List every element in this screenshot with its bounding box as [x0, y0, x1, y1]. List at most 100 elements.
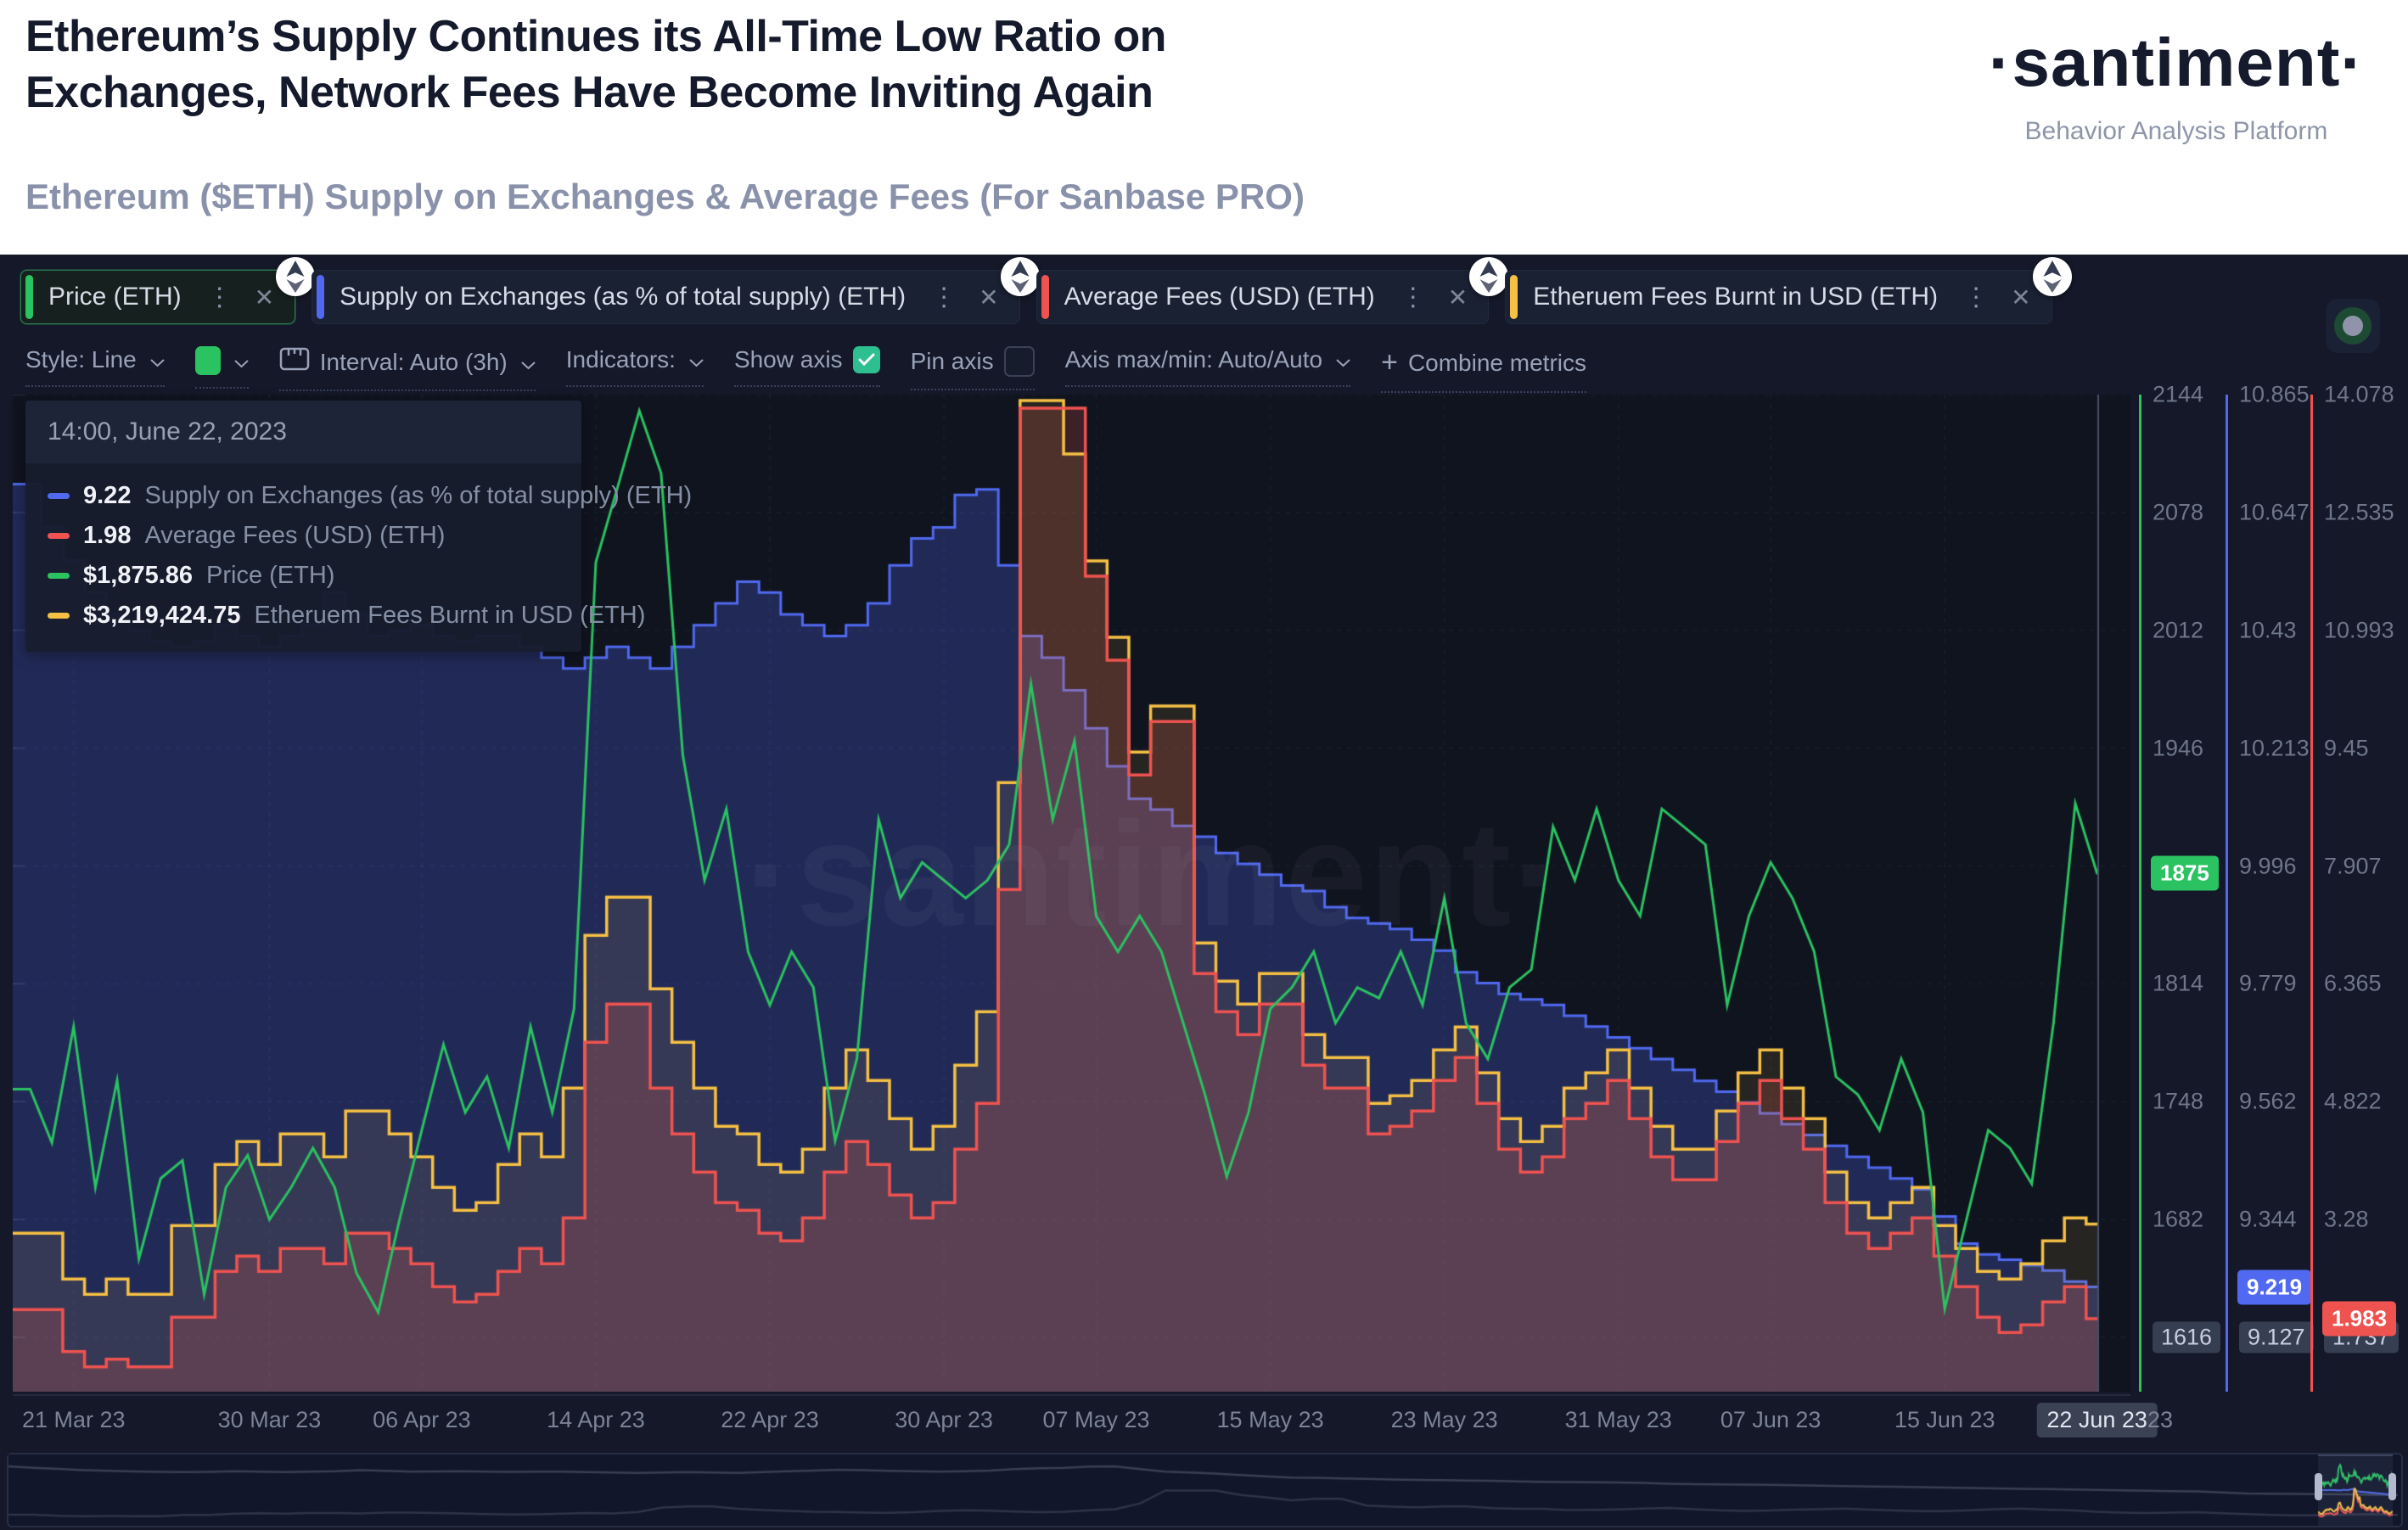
- price-current-value-badge: 1875: [2151, 855, 2219, 891]
- pin-axis-checkbox[interactable]: [1003, 346, 1035, 377]
- page-title: Ethereum’s Supply Continues its All-Time…: [25, 12, 1166, 117]
- color-swatch: [194, 346, 221, 375]
- tab-menu-icon[interactable]: ⋮: [206, 283, 233, 311]
- supply-axis-tick: 9.344: [2239, 1206, 2297, 1232]
- tooltip-value: $1,875.86: [83, 562, 194, 589]
- tab-close-icon[interactable]: ✕: [254, 283, 275, 311]
- interval-dropdown[interactable]: Interval: Auto (3h): [278, 346, 536, 391]
- fees-axis-tick: 9.45: [2324, 735, 2369, 761]
- minimap-handle-right[interactable]: [2388, 1473, 2396, 1500]
- supply-axis-tick: 9.127: [2239, 1321, 2314, 1353]
- eth-icon: [2032, 257, 2072, 296]
- pin-axis-toggle[interactable]: Pin axis: [910, 346, 1035, 390]
- color-swatch-dropdown[interactable]: [194, 346, 249, 389]
- x-axis-tick: 15 Jun 23: [1894, 1407, 1995, 1432]
- legend-dash-icon: [48, 573, 70, 579]
- tooltip-label: Price (ETH): [206, 562, 335, 589]
- metric-tab[interactable]: Average Fees (USD) (ETH) ⋮ ✕: [1036, 257, 1509, 324]
- target-icon: [2334, 307, 2372, 345]
- interval-label: Interval: Auto (3h): [319, 348, 508, 375]
- axis-maxmin-label: Axis max/min: Auto/Auto: [1064, 346, 1323, 373]
- show-axis-toggle[interactable]: Show axis: [733, 346, 880, 387]
- minimap-canvas[interactable]: [8, 1454, 2398, 1522]
- tab-menu-icon[interactable]: ⋮: [931, 283, 957, 311]
- x-axis-tick: 07 Jun 23: [1720, 1407, 1821, 1432]
- metric-tab-label: Average Fees (USD) (ETH): [1064, 283, 1375, 311]
- price-axis-tick: 1814: [2153, 970, 2204, 996]
- fees-axis-tick: 7.907: [2324, 853, 2382, 878]
- tooltip-value: 1.98: [83, 522, 132, 549]
- fees-axis-tick: 12.535: [2324, 499, 2394, 525]
- axis-maxmin-dropdown[interactable]: Axis max/min: Auto/Auto: [1064, 346, 1351, 387]
- chevron-down-icon: [150, 346, 165, 373]
- style-dropdown[interactable]: Style: Line: [25, 346, 165, 387]
- fees-axis-tick: 10.993: [2324, 617, 2394, 643]
- metric-color-bar: [1041, 275, 1049, 319]
- tooltip-row: $3,219,424.75 Etheruem Fees Burnt in USD …: [48, 602, 645, 630]
- metric-tab-label: Price (ETH): [48, 283, 182, 311]
- price-axis-tick: 2078: [2153, 499, 2204, 525]
- metric-tab-label: Etheruem Fees Burnt in USD (ETH): [1533, 283, 1939, 311]
- supply-axis-line: [2226, 395, 2228, 1392]
- minimap-selection[interactable]: [2318, 1454, 2393, 1526]
- tooltip-label: Etheruem Fees Burnt in USD (ETH): [254, 602, 646, 629]
- tab-menu-icon[interactable]: ⋮: [1400, 283, 1426, 311]
- tooltip-row: $1,875.86 Price (ETH): [48, 562, 559, 590]
- eth-icon: [1000, 257, 1040, 296]
- page-subtitle: Ethereum ($ETH) Supply on Exchanges & Av…: [25, 177, 1305, 216]
- tooltip-label: Supply on Exchanges (as % of total suppl…: [144, 482, 693, 509]
- santiment-logo: ·santiment·: [1988, 25, 2364, 100]
- fees-axis-line: [2310, 395, 2313, 1392]
- style-label: Style: Line: [25, 346, 137, 373]
- metric-tab[interactable]: Etheruem Fees Burnt in USD (ETH) ⋮ ✕: [1505, 257, 2072, 324]
- cursor-date-badge: 22 Jun 23: [2036, 1403, 2158, 1438]
- tab-close-icon[interactable]: ✕: [1447, 283, 1468, 311]
- tooltip-row: 1.98 Average Fees (USD) (ETH): [48, 522, 559, 550]
- x-axis-tick: 23 May 23: [1390, 1407, 1498, 1432]
- x-axis-tick: 30 Apr 23: [895, 1407, 993, 1432]
- minimap-handle-left[interactable]: [2315, 1473, 2322, 1500]
- record-button[interactable]: [2326, 299, 2380, 353]
- price-axis-tick: 2144: [2153, 381, 2204, 407]
- supply-axis-tick: 10.43: [2239, 617, 2297, 643]
- indicators-label: Indicators:: [565, 346, 676, 373]
- chevron-down-icon: [1336, 346, 1350, 373]
- legend-dash-icon: [48, 613, 70, 619]
- chart-toolbar: Style: Line Interval: Auto (3h) Indicato…: [25, 346, 1586, 394]
- supply-axis-tick: 10.647: [2239, 499, 2310, 525]
- x-axis-tick-partial: 23: [2147, 1407, 2174, 1432]
- x-axis-tick: 07 May 23: [1042, 1407, 1150, 1432]
- eth-icon: [276, 257, 316, 296]
- price-axis-tick: 1748: [2153, 1088, 2204, 1114]
- pin-axis-label: Pin axis: [910, 348, 994, 374]
- metric-color-bar: [1510, 275, 1518, 319]
- combine-metrics-label: Combine metrics: [1407, 349, 1586, 376]
- indicators-dropdown[interactable]: Indicators:: [565, 346, 704, 387]
- minimap[interactable]: [7, 1453, 2403, 1527]
- fees-axis-tick: 6.365: [2324, 970, 2382, 996]
- tooltip-row: 9.22 Supply on Exchanges (as % of total s…: [48, 482, 692, 510]
- price-axis-tick: 1682: [2153, 1206, 2204, 1232]
- chevron-down-icon: [689, 346, 704, 373]
- fees-axis-tick: 4.822: [2324, 1088, 2382, 1114]
- supply-current-value-badge: 9.219: [2237, 1269, 2312, 1305]
- x-axis-tick: 21 Mar 23: [21, 1407, 126, 1432]
- x-axis-line: [13, 1394, 2130, 1396]
- tab-menu-icon[interactable]: ⋮: [1963, 283, 1990, 311]
- tab-close-icon[interactable]: ✕: [979, 283, 999, 311]
- fees-current-value-badge: 1.983: [2322, 1301, 2397, 1337]
- ruler-icon: [279, 346, 310, 378]
- show-axis-checkbox[interactable]: [852, 346, 880, 373]
- metric-tab[interactable]: Price (ETH) ⋮ ✕: [20, 257, 316, 324]
- metric-tab[interactable]: Supply on Exchanges (as % of total suppl…: [312, 257, 1040, 324]
- combine-metrics-button[interactable]: + Combine metrics: [1381, 346, 1586, 393]
- fees-axis-tick: 14.078: [2324, 381, 2394, 407]
- x-axis-tick: 15 May 23: [1216, 1407, 1324, 1432]
- tab-close-icon[interactable]: ✕: [2011, 283, 2031, 311]
- fees-axis-tick: 3.28: [2324, 1206, 2369, 1232]
- x-axis-tick: 22 Apr 23: [721, 1407, 819, 1432]
- chart-tooltip: 14:00, June 22, 2023 9.22 Supply on Excha…: [25, 401, 692, 652]
- supply-axis-tick: 10.213: [2239, 735, 2310, 761]
- supply-axis-tick: 9.562: [2239, 1088, 2297, 1114]
- tooltip-rows: 9.22 Supply on Exchanges (as % of total s…: [25, 463, 692, 652]
